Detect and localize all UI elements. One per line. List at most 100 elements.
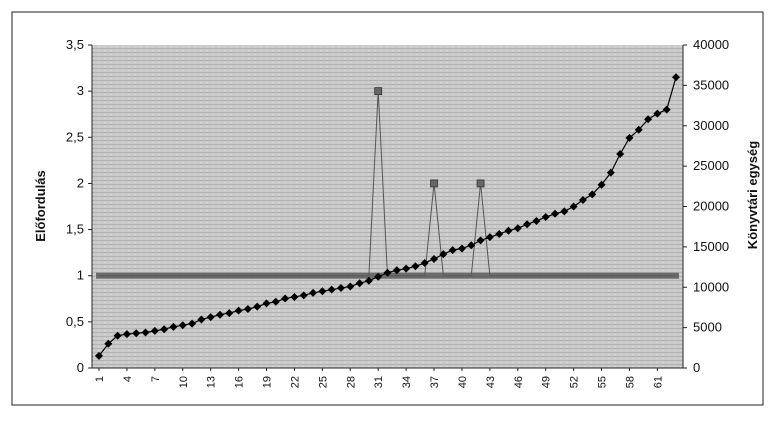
units-point bbox=[346, 282, 355, 291]
units-point bbox=[402, 264, 411, 273]
x-tick-label: 4 bbox=[122, 376, 134, 382]
left-tick-label: 1 bbox=[77, 268, 84, 283]
units-point bbox=[243, 305, 252, 314]
units-point bbox=[448, 246, 457, 255]
right-tick-label: 20000 bbox=[693, 199, 729, 214]
units-point bbox=[439, 250, 448, 259]
units-point bbox=[551, 209, 560, 218]
units-point bbox=[616, 150, 625, 159]
x-tick-label: 37 bbox=[429, 376, 441, 388]
units-point bbox=[513, 224, 522, 233]
units-point bbox=[672, 73, 680, 82]
units-point bbox=[197, 315, 206, 324]
x-tick-label: 49 bbox=[541, 376, 553, 388]
units-point bbox=[634, 125, 643, 134]
units-point bbox=[625, 133, 634, 142]
units-point bbox=[318, 287, 327, 296]
right-tick-label: 40000 bbox=[693, 37, 729, 52]
x-tick-label: 16 bbox=[234, 376, 246, 388]
units-point bbox=[383, 268, 392, 277]
units-point bbox=[290, 292, 299, 301]
x-tick-label: 7 bbox=[150, 376, 162, 382]
units-point bbox=[225, 309, 234, 318]
units-point bbox=[178, 321, 187, 330]
units-point bbox=[606, 168, 615, 177]
units-point bbox=[457, 244, 466, 253]
units-point bbox=[644, 115, 653, 124]
x-tick-label: 43 bbox=[485, 376, 497, 388]
x-tick-label: 31 bbox=[373, 376, 385, 388]
units-point bbox=[95, 351, 103, 360]
left-tick-label: 1,5 bbox=[66, 222, 84, 237]
units-point bbox=[122, 330, 131, 339]
units-point bbox=[578, 196, 587, 205]
units-point bbox=[188, 319, 197, 328]
units-point bbox=[271, 297, 280, 306]
right-tick-label: 5000 bbox=[693, 320, 722, 335]
x-tick-label: 46 bbox=[513, 376, 525, 388]
units-point bbox=[411, 262, 420, 271]
units-point bbox=[327, 285, 336, 294]
units-point bbox=[597, 180, 606, 189]
left-tick-label: 3,5 bbox=[66, 37, 84, 52]
right-tick-label: 35000 bbox=[693, 77, 729, 92]
units-point bbox=[299, 291, 308, 300]
units-point bbox=[560, 207, 569, 216]
right-tick-label: 15000 bbox=[693, 239, 729, 254]
units-point bbox=[281, 294, 290, 303]
units-point bbox=[336, 284, 345, 293]
x-tick-label: 58 bbox=[624, 376, 636, 388]
plot-area bbox=[92, 45, 683, 368]
right-axis-ticks: 0 5000 10000 15000 20000 25000 30000 35000 40000 bbox=[683, 37, 729, 375]
x-tick-label: 40 bbox=[457, 376, 469, 388]
units-point bbox=[215, 310, 224, 319]
units-point bbox=[420, 259, 429, 268]
left-tick-label: 0 bbox=[77, 360, 84, 375]
x-tick-label: 1 bbox=[94, 376, 106, 382]
series-library-units bbox=[95, 73, 680, 360]
units-point bbox=[262, 299, 271, 308]
units-point bbox=[467, 241, 476, 250]
units-point bbox=[504, 226, 513, 235]
units-point bbox=[495, 229, 504, 238]
units-point bbox=[141, 328, 150, 337]
left-tick-label: 2,5 bbox=[66, 129, 84, 144]
units-point bbox=[476, 236, 485, 245]
units-point bbox=[392, 266, 401, 275]
x-tick-label: 52 bbox=[569, 376, 581, 388]
occurrence-point bbox=[374, 87, 383, 96]
occurrence-point bbox=[476, 179, 485, 188]
units-point bbox=[364, 276, 373, 285]
left-tick-label: 2 bbox=[77, 175, 84, 190]
units-point bbox=[160, 325, 169, 334]
x-tick-label: 22 bbox=[289, 376, 301, 388]
x-axis-ticks: 1 4 7 10 13 16 19 22 25 28 31 34 37 40 43 46 49 52 55 58 61 bbox=[94, 368, 664, 388]
units-point bbox=[485, 233, 494, 242]
right-tick-label: 25000 bbox=[693, 158, 729, 173]
right-axis-title: Könyvtári egység bbox=[745, 141, 760, 249]
x-tick-label: 28 bbox=[345, 376, 357, 388]
x-tick-label: 55 bbox=[597, 376, 609, 388]
units-point bbox=[206, 313, 215, 322]
x-tick-label: 19 bbox=[262, 376, 274, 388]
units-point bbox=[309, 288, 318, 297]
x-tick-label: 13 bbox=[206, 376, 218, 388]
units-point bbox=[132, 329, 141, 338]
units-point bbox=[588, 190, 597, 199]
units-point bbox=[150, 326, 159, 335]
right-tick-label: 10000 bbox=[693, 279, 729, 294]
right-tick-label: 0 bbox=[693, 360, 700, 375]
x-tick-label: 25 bbox=[317, 376, 329, 388]
units-point bbox=[569, 202, 578, 211]
units-point bbox=[541, 212, 550, 221]
left-axis-title: Előfordulás bbox=[33, 170, 48, 242]
units-point bbox=[169, 322, 178, 331]
units-point bbox=[234, 306, 243, 315]
units-point bbox=[662, 105, 671, 114]
left-tick-label: 3 bbox=[77, 83, 84, 98]
units-point bbox=[430, 254, 439, 263]
units-point bbox=[355, 279, 364, 288]
units-point bbox=[374, 272, 383, 281]
